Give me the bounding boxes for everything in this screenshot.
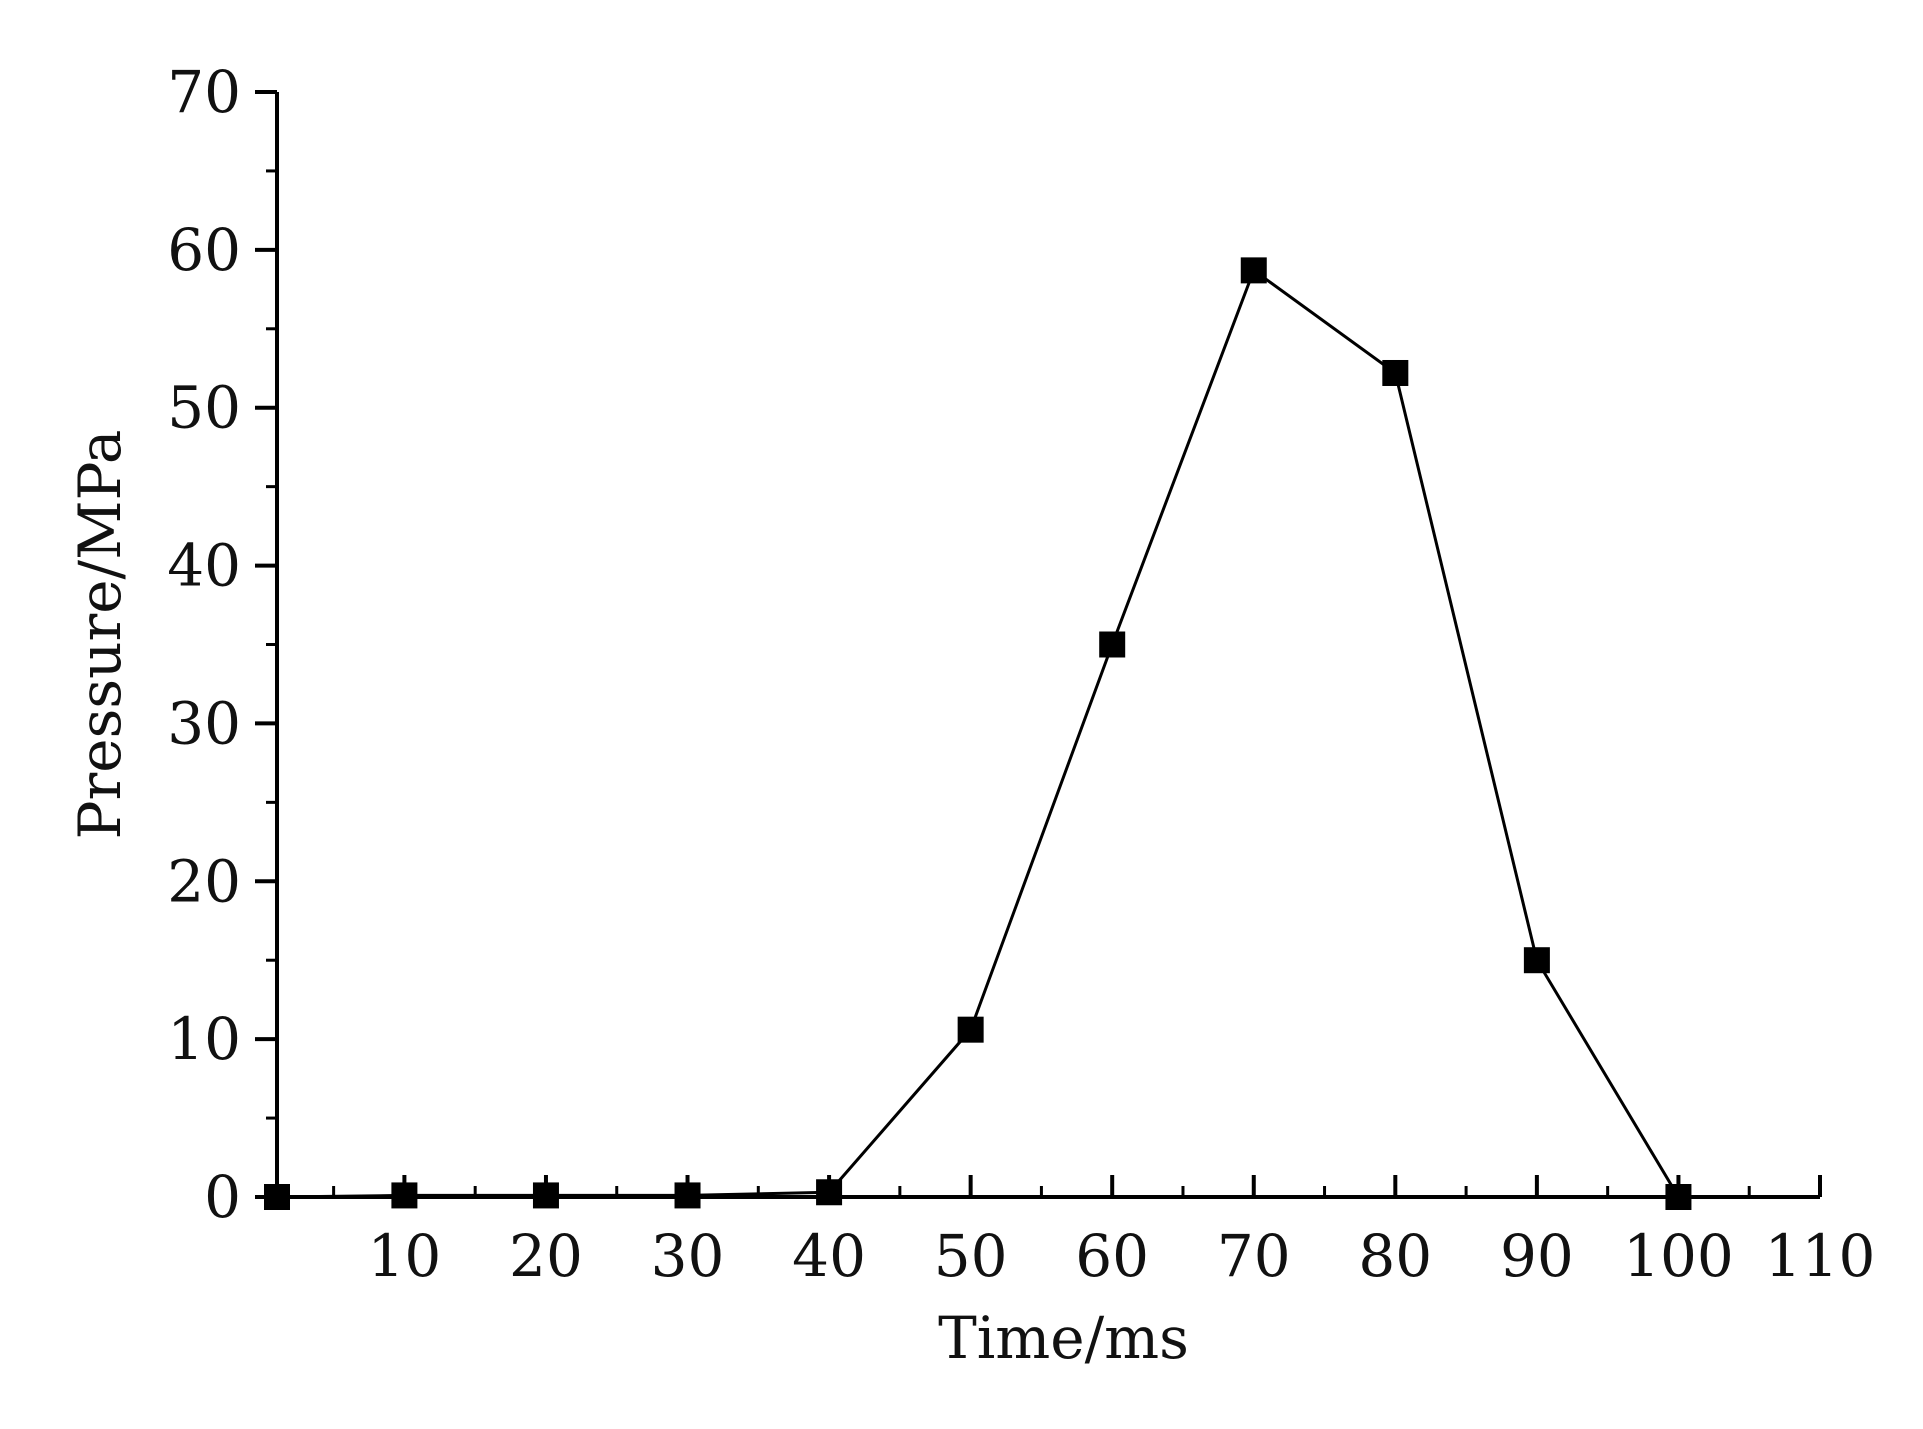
data-point	[264, 1184, 290, 1210]
x-axis-label: Time/ms	[938, 1304, 1189, 1372]
y-axis-label: Pressure/MPa	[66, 430, 134, 840]
data-point	[957, 1016, 984, 1043]
x-tick-label: 110	[1765, 1222, 1876, 1290]
data-point	[1665, 1184, 1692, 1210]
data-point	[1240, 257, 1267, 284]
data-point	[1382, 359, 1409, 386]
x-tick-label: 40	[792, 1222, 866, 1290]
x-tick-label: 10	[367, 1222, 441, 1290]
x-tick-label: 30	[651, 1222, 725, 1290]
data-point	[1099, 631, 1126, 658]
data-point	[674, 1182, 701, 1209]
x-tick-label: 20	[509, 1222, 583, 1290]
y-tick-label: 50	[167, 374, 241, 442]
y-tick-label: 10	[167, 1005, 241, 1073]
series-group	[264, 257, 1692, 1210]
y-tick-label: 70	[167, 58, 241, 126]
data-point	[1523, 947, 1550, 974]
y-tick-label: 0	[204, 1163, 241, 1231]
x-tick-label: 70	[1217, 1222, 1291, 1290]
series-line	[276, 268, 1680, 1199]
data-point	[816, 1179, 843, 1206]
data-point	[532, 1182, 559, 1209]
y-tick-label: 40	[167, 532, 241, 600]
axes: 0 10 20 30 40 50 60 70 10 20 30 40 50 60 70 80 90 100 110	[167, 58, 1875, 1290]
x-tick-label: 50	[934, 1222, 1008, 1290]
x-tick-label: 100	[1623, 1222, 1734, 1290]
data-point	[391, 1182, 418, 1209]
x-tick-label: 90	[1500, 1222, 1574, 1290]
x-tick-label: 80	[1358, 1222, 1432, 1290]
y-tick-label: 60	[167, 216, 241, 284]
y-tick-label: 20	[167, 847, 241, 915]
x-tick-label: 60	[1075, 1222, 1149, 1290]
y-tick-label: 30	[167, 689, 241, 757]
